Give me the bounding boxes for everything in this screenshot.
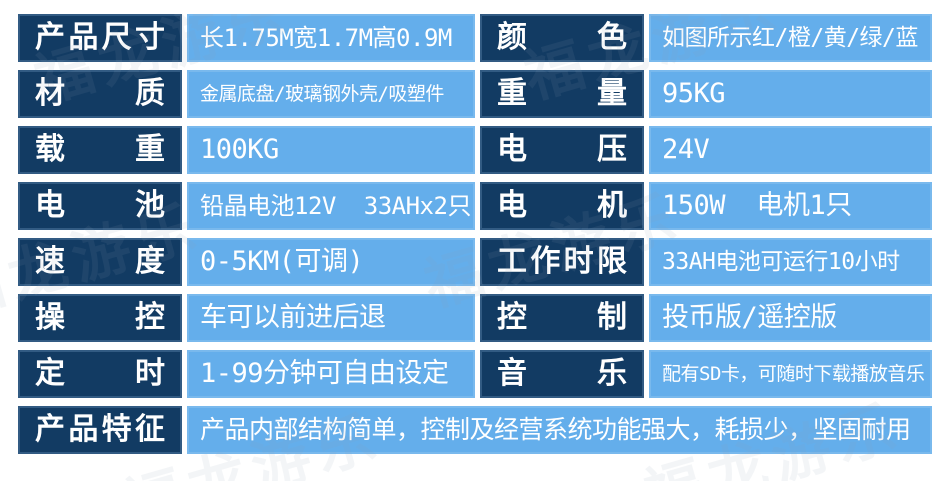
label-load: 载重 [18, 126, 182, 174]
value-operation: 车可以前进后退 [187, 294, 475, 342]
product-spec-page: 产品尺寸 长1.75M宽1.7M高0.9M 颜色 如图所示红/橙/黄/绿/蓝 材… [0, 14, 950, 481]
value-features: 产品内部结构简单，控制及经营系统功能强大，耗损少，坚固耐用 [187, 406, 932, 454]
value-weight: 95KG [649, 70, 932, 118]
label-motor: 电机 [480, 182, 644, 230]
value-color: 如图所示红/橙/黄/绿/蓝 [649, 14, 932, 62]
value-voltage: 24V [649, 126, 932, 174]
value-timer: 1-99分钟可自由设定 [187, 350, 475, 398]
product-spec-table: 产品尺寸 长1.75M宽1.7M高0.9M 颜色 如图所示红/橙/黄/绿/蓝 材… [18, 14, 932, 454]
label-dimensions: 产品尺寸 [18, 14, 182, 62]
label-music: 音乐 [480, 350, 644, 398]
label-control: 控制 [480, 294, 644, 342]
value-working-time: 33AH电池可运行10小时 [649, 238, 932, 286]
label-operation: 操控 [18, 294, 182, 342]
value-material: 金属底盘/玻璃钢外壳/吸塑件 [187, 70, 475, 118]
value-load: 100KG [187, 126, 475, 174]
value-control: 投币版/遥控版 [649, 294, 932, 342]
label-battery: 电池 [18, 182, 182, 230]
value-dimensions: 长1.75M宽1.7M高0.9M [187, 14, 475, 62]
value-motor: 150W 电机1只 [649, 182, 932, 230]
label-voltage: 电压 [480, 126, 644, 174]
label-working-time: 工作时限 [480, 238, 644, 286]
value-battery: 铅晶电池12V 33AHx2只 [187, 182, 475, 230]
label-color: 颜色 [480, 14, 644, 62]
label-timer: 定时 [18, 350, 182, 398]
label-speed: 速度 [18, 238, 182, 286]
label-material: 材质 [18, 70, 182, 118]
value-music: 配有SD卡，可随时下载播放音乐 [649, 350, 932, 398]
value-speed: 0-5KM(可调) [187, 238, 475, 286]
label-weight: 重量 [480, 70, 644, 118]
label-features: 产品特征 [18, 406, 182, 454]
